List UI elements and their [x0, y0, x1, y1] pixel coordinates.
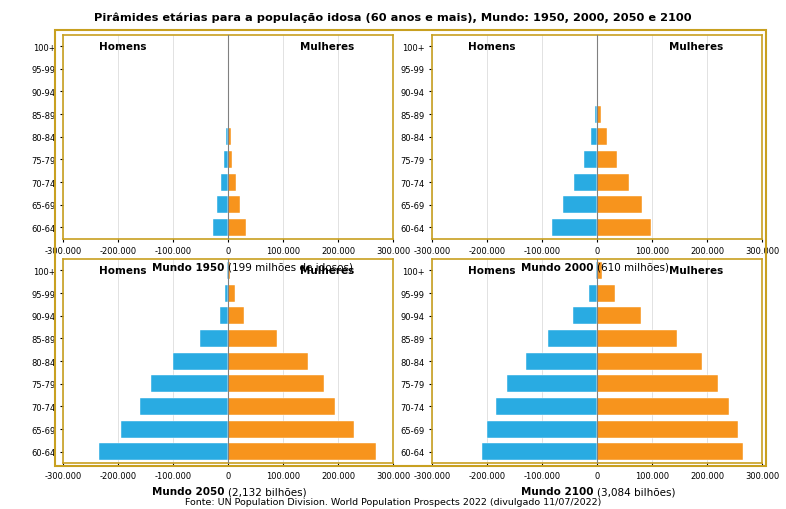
Bar [226, 285, 228, 302]
Bar [228, 285, 234, 302]
Bar [597, 353, 702, 370]
Bar [218, 197, 228, 214]
Bar [575, 174, 597, 191]
Bar [121, 421, 228, 438]
Text: (199 milhões de idosos): (199 milhões de idosos) [228, 262, 353, 272]
Bar [564, 197, 597, 214]
Bar [597, 152, 617, 168]
Bar [595, 106, 597, 123]
Bar [228, 219, 245, 236]
Text: Mulheres: Mulheres [669, 266, 724, 276]
Bar [597, 398, 729, 415]
Text: Mundo 2000: Mundo 2000 [521, 262, 597, 272]
Bar [228, 174, 236, 191]
Bar [597, 197, 642, 214]
Bar [597, 83, 598, 101]
Bar [597, 421, 738, 438]
Bar [222, 174, 228, 191]
Bar [597, 285, 615, 302]
Bar [99, 443, 228, 460]
Bar [597, 174, 630, 191]
Text: Homens: Homens [98, 266, 146, 276]
Bar [496, 398, 597, 415]
Bar [151, 376, 228, 392]
Bar [228, 398, 335, 415]
Bar [597, 219, 652, 236]
Bar [591, 129, 597, 146]
Bar [548, 330, 597, 347]
Text: Mundo 2050: Mundo 2050 [152, 486, 228, 496]
Bar [220, 307, 228, 325]
Bar [140, 398, 228, 415]
Bar [226, 129, 228, 146]
Bar [487, 421, 597, 438]
Text: (2,132 bilhões): (2,132 bilhões) [228, 486, 307, 496]
Text: (610 milhões): (610 milhões) [597, 262, 670, 272]
Bar [572, 307, 597, 325]
Text: Fonte: UN Population Division. World Population Prospects 2022 (divulgado 11/07/: Fonte: UN Population Division. World Pop… [185, 497, 601, 506]
Text: Pirâmides etárias para a população idosa (60 anos e mais), Mundo: 1950, 2000, 20: Pirâmides etárias para a população idosa… [94, 13, 692, 23]
Bar [482, 443, 597, 460]
Bar [173, 353, 228, 370]
Bar [597, 443, 744, 460]
Bar [596, 263, 597, 279]
Bar [212, 219, 228, 236]
Text: (3,084 bilhões): (3,084 bilhões) [597, 486, 676, 496]
Bar [583, 152, 597, 168]
X-axis label: Mundo 2050 (2,132 bilhões): Mundo 2050 (2,132 bilhões) [0, 508, 1, 509]
Bar [228, 421, 354, 438]
Text: Mulheres: Mulheres [669, 42, 724, 52]
Bar [228, 330, 277, 347]
Bar [597, 263, 602, 279]
Bar [597, 376, 718, 392]
Bar [228, 353, 308, 370]
Bar [590, 285, 597, 302]
Text: Homens: Homens [468, 42, 516, 52]
Text: Mulheres: Mulheres [299, 42, 354, 52]
X-axis label: Mundo 2100 (3,084 bilhões): Mundo 2100 (3,084 bilhões) [0, 508, 1, 509]
Text: Mundo 1950: Mundo 1950 [152, 262, 228, 272]
Text: Homens: Homens [468, 266, 516, 276]
Bar [224, 152, 228, 168]
Text: Homens: Homens [98, 42, 146, 52]
Bar [597, 129, 608, 146]
Bar [228, 443, 376, 460]
Bar [597, 330, 678, 347]
Bar [228, 376, 325, 392]
Bar [228, 307, 244, 325]
Bar [228, 152, 233, 168]
X-axis label: Mundo 1950 (199 milhões de idosos): Mundo 1950 (199 milhões de idosos) [0, 508, 1, 509]
Bar [200, 330, 228, 347]
Bar [597, 307, 641, 325]
Bar [597, 106, 601, 123]
Bar [526, 353, 597, 370]
X-axis label: Mundo 2000 (610 milhões): Mundo 2000 (610 milhões) [0, 508, 1, 509]
Text: Mulheres: Mulheres [299, 266, 354, 276]
Bar [507, 376, 597, 392]
Bar [228, 129, 231, 146]
Bar [228, 197, 240, 214]
Text: Mundo 2100: Mundo 2100 [521, 486, 597, 496]
Bar [553, 219, 597, 236]
Bar [228, 263, 230, 279]
